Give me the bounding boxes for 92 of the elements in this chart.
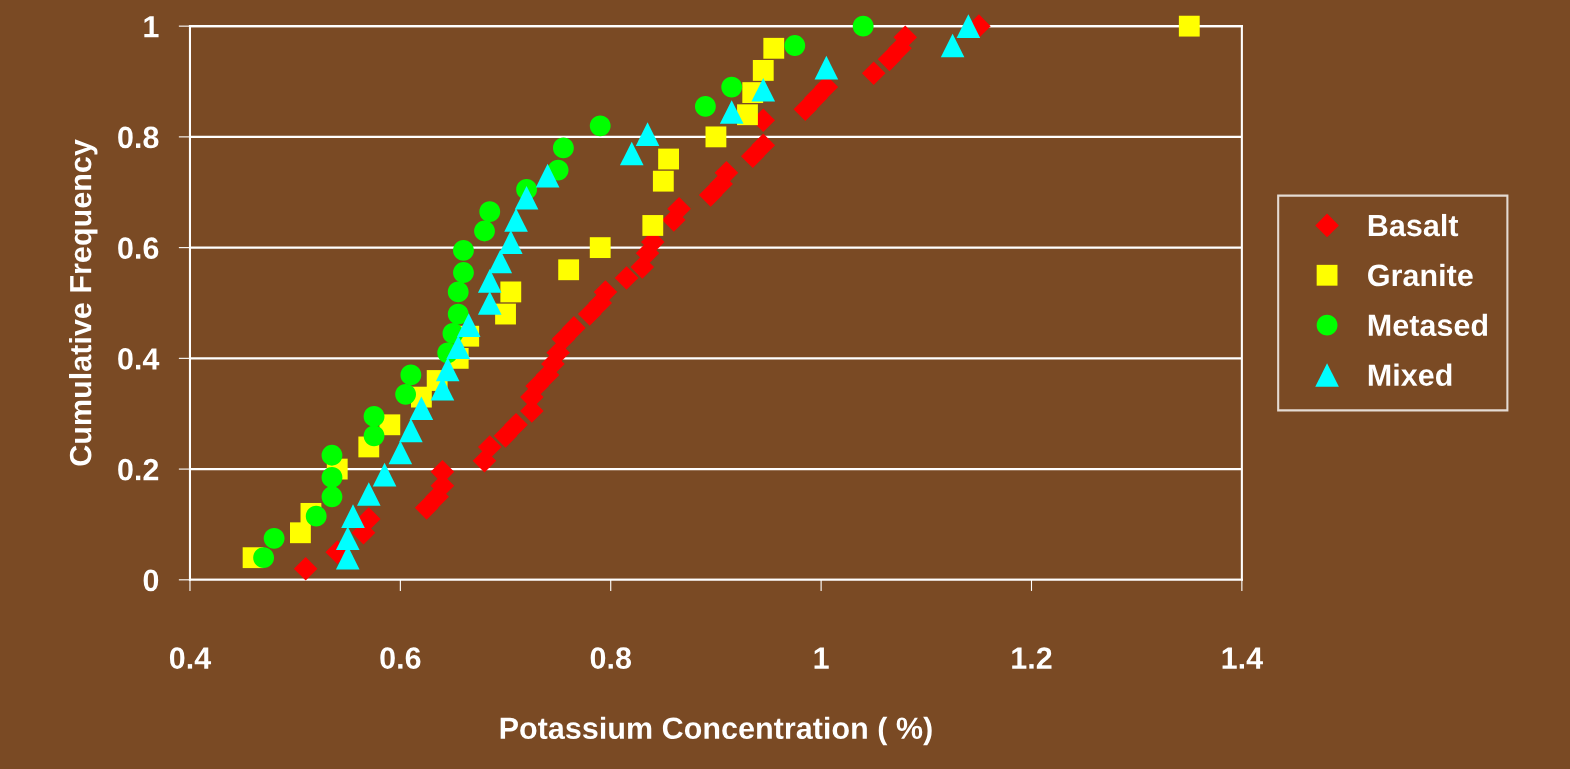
x-tick-label: 0.6 bbox=[380, 647, 421, 669]
point bbox=[399, 418, 423, 443]
point bbox=[409, 396, 434, 420]
point bbox=[698, 183, 723, 207]
point bbox=[290, 522, 311, 544]
point bbox=[752, 60, 774, 81]
y-tick-label: 1 bbox=[144, 16, 159, 38]
point bbox=[321, 444, 343, 466]
point bbox=[504, 413, 528, 437]
point bbox=[614, 266, 639, 290]
y-axis-title: Cumulative Frequency bbox=[69, 139, 98, 466]
point bbox=[589, 237, 611, 259]
point bbox=[652, 170, 674, 192]
y-tick-label: 0 bbox=[143, 569, 159, 592]
point bbox=[414, 496, 439, 520]
x-tick-label: 0.4 bbox=[169, 647, 212, 669]
point bbox=[635, 122, 660, 146]
y-tick-label: 0.2 bbox=[118, 458, 159, 481]
x-tick-label: 0.8 bbox=[590, 647, 632, 669]
point bbox=[504, 208, 528, 232]
point bbox=[321, 486, 343, 508]
point bbox=[400, 364, 422, 386]
point bbox=[705, 126, 727, 148]
point bbox=[293, 556, 318, 581]
point bbox=[642, 215, 664, 236]
y-tick-label: 0.4 bbox=[118, 348, 160, 370]
point bbox=[737, 104, 758, 126]
point bbox=[321, 466, 343, 488]
legend-label: Metased bbox=[1368, 313, 1488, 337]
point bbox=[551, 327, 576, 351]
point bbox=[447, 281, 469, 303]
point bbox=[793, 97, 818, 121]
point bbox=[535, 163, 560, 188]
point bbox=[253, 547, 275, 569]
point bbox=[658, 148, 679, 170]
point bbox=[341, 504, 365, 528]
point bbox=[335, 526, 360, 551]
x-tick-label: 1.2 bbox=[1012, 647, 1052, 669]
x-axis-title: Potassium Concentration ( %) bbox=[500, 716, 932, 746]
point bbox=[589, 115, 611, 137]
point bbox=[453, 262, 474, 283]
point bbox=[861, 61, 886, 85]
point bbox=[446, 335, 471, 360]
point bbox=[435, 357, 460, 382]
x-tick-label: 1 bbox=[814, 647, 829, 669]
point bbox=[719, 100, 744, 124]
point bbox=[488, 249, 513, 274]
point bbox=[477, 291, 502, 315]
legend-label: Mixed bbox=[1368, 363, 1452, 386]
point bbox=[619, 141, 644, 166]
point bbox=[356, 482, 381, 506]
point bbox=[852, 15, 874, 37]
point bbox=[500, 281, 522, 303]
point bbox=[493, 424, 518, 448]
point bbox=[363, 406, 385, 427]
point bbox=[514, 185, 539, 210]
point bbox=[453, 239, 474, 261]
point bbox=[784, 35, 806, 56]
point bbox=[751, 78, 776, 102]
point bbox=[694, 96, 716, 117]
point bbox=[751, 133, 776, 157]
legend-label: Basalt bbox=[1368, 213, 1459, 237]
point bbox=[477, 435, 502, 459]
point bbox=[456, 313, 481, 337]
point bbox=[477, 269, 502, 293]
x-tick-label: 1.4 bbox=[1222, 647, 1263, 669]
point bbox=[305, 505, 327, 527]
y-tick-label: 0.8 bbox=[118, 126, 159, 149]
point bbox=[1178, 15, 1200, 37]
point bbox=[447, 303, 469, 325]
point bbox=[372, 462, 397, 487]
point bbox=[263, 527, 285, 549]
point bbox=[498, 230, 523, 254]
point bbox=[363, 425, 385, 447]
point bbox=[763, 37, 785, 59]
point bbox=[395, 383, 417, 405]
point bbox=[552, 137, 574, 159]
point bbox=[474, 220, 495, 242]
y-tick-label: 0.6 bbox=[118, 237, 159, 259]
point bbox=[479, 201, 501, 223]
point bbox=[956, 14, 981, 38]
point bbox=[357, 507, 381, 531]
point bbox=[940, 33, 965, 58]
point bbox=[577, 302, 602, 326]
point bbox=[388, 440, 413, 465]
point bbox=[472, 449, 497, 473]
point bbox=[893, 25, 918, 49]
point bbox=[558, 259, 580, 281]
point bbox=[562, 316, 586, 340]
point bbox=[721, 76, 743, 98]
legend-label: Granite bbox=[1368, 263, 1473, 287]
point bbox=[814, 55, 839, 80]
